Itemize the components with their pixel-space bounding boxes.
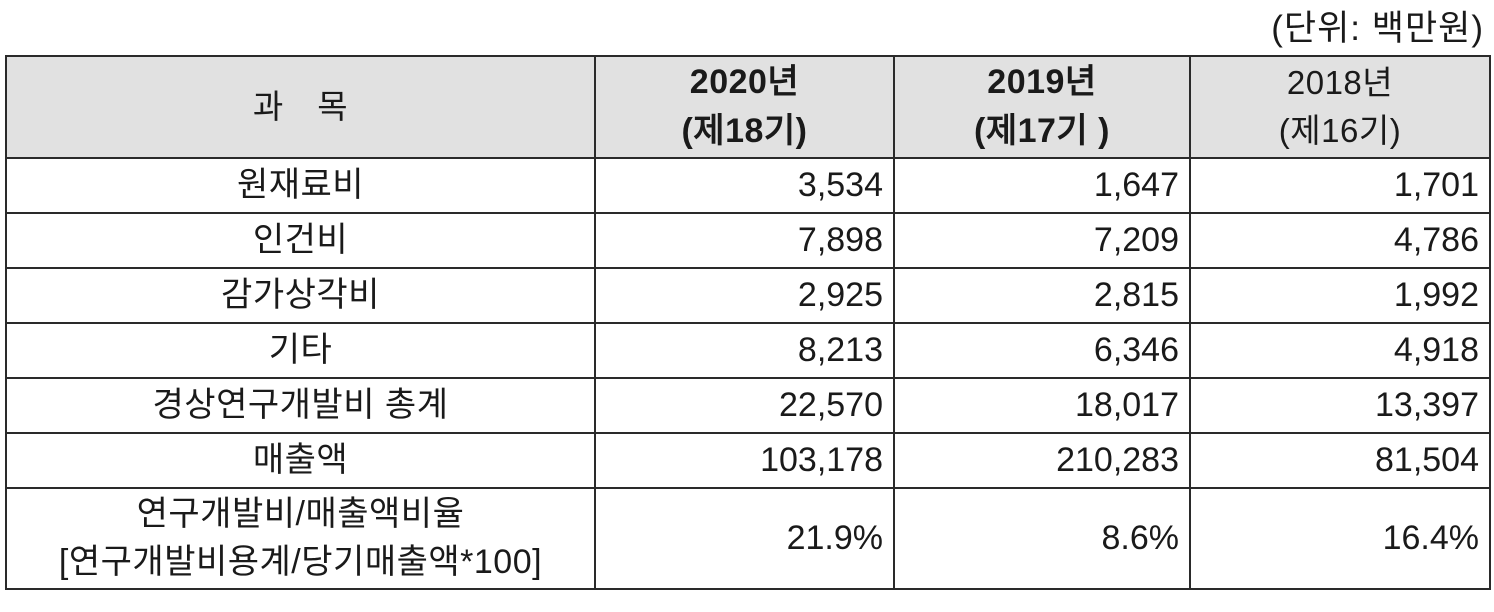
value-2018: 1,992 — [1189, 267, 1491, 324]
row-label: 인건비 — [5, 212, 596, 269]
value-2020: 7,898 — [594, 212, 895, 269]
value-2020: 22,570 — [594, 377, 895, 434]
rnd-expense-table: 과 목 2020년 (제18기) 2019년 (제17기 ) 2018년 (제1… — [5, 55, 1491, 590]
value-2018: 13,397 — [1189, 377, 1491, 434]
value-2020: 8,213 — [594, 322, 895, 379]
value-2018: 1,701 — [1189, 157, 1491, 214]
value-2019: 8.6% — [893, 487, 1191, 590]
value-2018: 81,504 — [1189, 432, 1491, 489]
value-2020: 21.9% — [594, 487, 895, 590]
value-2019: 210,283 — [893, 432, 1191, 489]
value-2020: 3,534 — [594, 157, 895, 214]
table-row-raw-materials: 원재료비 3,534 1,647 1,701 — [5, 157, 1491, 214]
header-year-2019: 2019년 (제17기 ) — [893, 55, 1191, 159]
value-2019: 18,017 — [893, 377, 1191, 434]
row-label: 연구개발비/매출액비율 [연구개발비용계/당기매출액*100] — [5, 487, 596, 590]
value-2018: 16.4% — [1189, 487, 1491, 590]
table-row-depreciation: 감가상각비 2,925 2,815 1,992 — [5, 267, 1491, 324]
unit-note: (단위: 백만원) — [1271, 9, 1484, 48]
value-2019: 6,346 — [893, 322, 1191, 379]
table-header: 과 목 2020년 (제18기) 2019년 (제17기 ) 2018년 (제1… — [5, 55, 1491, 159]
value-2019: 2,815 — [893, 267, 1191, 324]
row-label: 감가상각비 — [5, 267, 596, 324]
table-row-labor-cost: 인건비 7,898 7,209 4,786 — [5, 212, 1491, 269]
table-row-others: 기타 8,213 6,346 4,918 — [5, 322, 1491, 379]
row-label: 기타 — [5, 322, 596, 379]
row-label: 원재료비 — [5, 157, 596, 214]
header-year-2018: 2018년 (제16기) — [1189, 55, 1491, 159]
header-subject: 과 목 — [5, 55, 596, 159]
table-body: 원재료비 3,534 1,647 1,701 인건비 7,898 7,209 4… — [5, 157, 1491, 590]
value-2019: 1,647 — [893, 157, 1191, 214]
value-2019: 7,209 — [893, 212, 1191, 269]
value-2020: 103,178 — [594, 432, 895, 489]
table-row-rnd-total: 경상연구개발비 총계 22,570 18,017 13,397 — [5, 377, 1491, 434]
value-2018: 4,786 — [1189, 212, 1491, 269]
row-label: 경상연구개발비 총계 — [5, 377, 596, 434]
value-2018: 4,918 — [1189, 322, 1491, 379]
table-row-rnd-ratio: 연구개발비/매출액비율 [연구개발비용계/당기매출액*100] 21.9% 8.… — [5, 487, 1491, 590]
value-2020: 2,925 — [594, 267, 895, 324]
row-label: 매출액 — [5, 432, 596, 489]
table-row-revenue: 매출액 103,178 210,283 81,504 — [5, 432, 1491, 489]
header-year-2020: 2020년 (제18기) — [594, 55, 895, 159]
header-row: 과 목 2020년 (제18기) 2019년 (제17기 ) 2018년 (제1… — [5, 55, 1491, 159]
